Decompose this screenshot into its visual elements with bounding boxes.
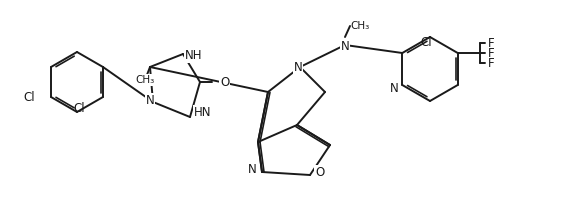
Text: O: O bbox=[220, 75, 229, 88]
Text: N: N bbox=[293, 61, 302, 74]
Text: N: N bbox=[249, 163, 257, 176]
Text: N: N bbox=[389, 82, 398, 95]
Text: F: F bbox=[488, 46, 494, 59]
Text: NH: NH bbox=[185, 49, 203, 62]
Text: F: F bbox=[488, 57, 494, 70]
Text: Cl: Cl bbox=[420, 36, 432, 49]
Text: HN: HN bbox=[194, 106, 211, 119]
Text: Cl: Cl bbox=[73, 102, 85, 115]
Text: O: O bbox=[315, 166, 324, 179]
Text: N: N bbox=[146, 94, 154, 107]
Text: CH₃: CH₃ bbox=[135, 75, 155, 85]
Text: N: N bbox=[341, 40, 350, 53]
Text: F: F bbox=[488, 36, 494, 49]
Text: CH₃: CH₃ bbox=[350, 21, 369, 31]
Text: Cl: Cl bbox=[24, 90, 35, 103]
